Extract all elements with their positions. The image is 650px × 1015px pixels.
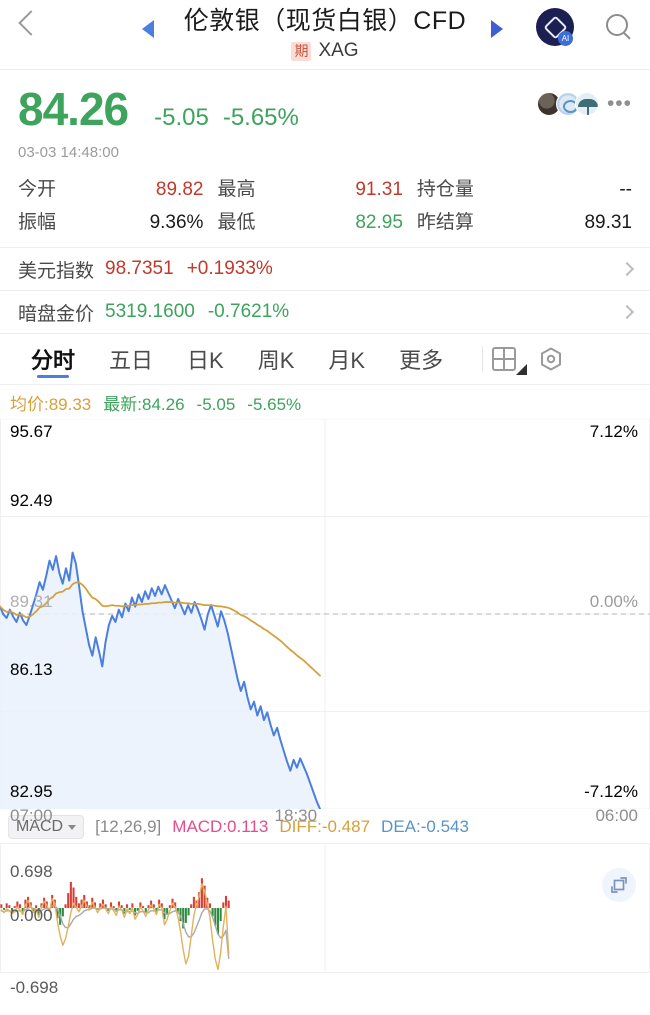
top-navigation-bar: 伦敦银（现货白银）CFD 期 XAG AI xyxy=(0,0,650,70)
stat-value: 89.82 xyxy=(155,179,204,200)
stat-cell: 最高 91.31 xyxy=(217,174,416,201)
macd-value: MACD:0.113 xyxy=(172,817,269,836)
y-axis-tick: 95.67 xyxy=(10,422,53,441)
stat-value: 9.36% xyxy=(149,212,204,233)
title-block: 伦敦银（现货白银）CFD 期 XAG xyxy=(0,0,650,62)
dea-value: DEA:-0.543 xyxy=(381,817,469,836)
tab-周K[interactable]: 周K xyxy=(257,348,295,373)
symbol-code: XAG xyxy=(318,40,359,61)
y-axis-tick-right: -7.12% xyxy=(584,782,638,801)
x-axis-tick: 06:00 xyxy=(595,806,638,825)
grid-layout-icon[interactable] xyxy=(492,347,517,371)
stat-label: 今开 xyxy=(18,179,57,200)
tab-日K[interactable]: 日K xyxy=(187,348,224,373)
stat-value: 89.31 xyxy=(584,212,632,233)
symbol-subtitle: 期 XAG xyxy=(0,40,650,62)
related-quote-row[interactable]: 美元指数 98.7351 +0.1933% xyxy=(0,247,650,290)
chevron-right-icon[interactable] xyxy=(619,304,635,320)
stat-cell: 最低 82.95 xyxy=(217,207,416,234)
price-change: -5.05 xyxy=(154,104,209,131)
stat-value: -- xyxy=(619,179,632,200)
triangle-right-icon[interactable] xyxy=(491,20,503,38)
stat-label: 最高 xyxy=(217,179,256,200)
divider xyxy=(482,346,484,372)
expand-icon[interactable] xyxy=(602,868,636,902)
x-axis-tick: 18:30 xyxy=(274,806,318,825)
chevron-down-icon xyxy=(68,824,77,830)
macd-chart[interactable] xyxy=(0,843,650,973)
related-quote-label: 美元指数 xyxy=(18,260,95,282)
macd-y-tick: 0.000 xyxy=(10,906,53,925)
last-price: 84.26 xyxy=(18,83,129,135)
related-quote-percent: +0.1933% xyxy=(186,258,273,279)
stat-cell: 昨结算 89.31 xyxy=(417,207,632,234)
futures-badge: 期 xyxy=(291,41,312,61)
related-quote-row[interactable]: 暗盘金价 5319.1600 -0.7621% xyxy=(0,290,650,333)
statistics-grid: 今开 89.82 最高 91.31 持仓量 -- 振幅 9.36% 最低 82.95 昨结算 89.3… xyxy=(0,169,650,247)
quote-summary: 84.26 -5.05 -5.65% 03-03 14:48:00 ••• xyxy=(0,70,650,169)
stat-cell: 持仓量 -- xyxy=(417,174,632,201)
legend-change-pct: -5.65% xyxy=(247,395,302,414)
macd-y-tick: -0.698 xyxy=(10,978,59,997)
more-caret-icon[interactable] xyxy=(516,364,527,375)
search-icon[interactable] xyxy=(606,14,628,36)
x-axis-tick: 07:00 xyxy=(10,806,53,825)
stat-value: 91.31 xyxy=(355,179,403,200)
stat-label: 昨结算 xyxy=(416,212,474,233)
chart-period-tabs: 分时 五日 日K 周K 月K 更多 xyxy=(0,333,650,385)
stat-row: 振幅 9.36% 最低 82.95 昨结算 89.31 xyxy=(18,204,632,237)
tab-五日[interactable]: 五日 xyxy=(109,348,154,373)
y-axis-tick: 92.49 xyxy=(10,491,53,510)
y-axis-tick-right: 7.12% xyxy=(589,422,638,441)
related-quote-value: 5319.1600 xyxy=(105,301,195,322)
ai-badge-label: AI xyxy=(558,31,573,46)
intraday-chart[interactable] xyxy=(0,419,650,809)
y-axis-tick-right: 0.00% xyxy=(589,592,638,611)
tab-分时[interactable]: 分时 xyxy=(14,334,92,384)
stat-cell: 振幅 9.36% xyxy=(18,207,217,234)
macd-params: [12,26,9] xyxy=(95,817,162,836)
tab-月K[interactable]: 月K xyxy=(328,348,366,373)
avatar-group[interactable]: ••• xyxy=(536,92,632,116)
price-row: 84.26 -5.05 -5.65% xyxy=(18,82,632,136)
triangle-left-icon[interactable] xyxy=(142,20,154,38)
related-quote-label: 暗盘金价 xyxy=(18,303,95,325)
related-quotes-list: 美元指数 98.7351 +0.1933% 暗盘金价 5319.1600 -0.7621% xyxy=(0,247,650,333)
related-quote-percent: -0.7621% xyxy=(207,301,290,322)
average-price-label: 均价:89.33 xyxy=(10,395,92,414)
x-axis-ticks: 07:00 18:30 06:00 xyxy=(0,806,650,826)
legend-change: -5.05 xyxy=(196,395,236,414)
avatar[interactable] xyxy=(574,92,599,116)
chevron-right-icon[interactable] xyxy=(619,261,635,277)
chart-legend: 均价:89.33 最新:84.26 -5.05 -5.65% xyxy=(0,385,650,419)
tab-更多[interactable]: 更多 xyxy=(399,348,444,373)
stat-label: 持仓量 xyxy=(416,179,474,200)
ellipsis-icon[interactable]: ••• xyxy=(606,92,632,115)
diff-value: DIFF:-0.487 xyxy=(279,817,371,836)
y-axis-tick: 82.95 xyxy=(10,782,53,801)
indicator-name: MACD xyxy=(16,818,64,835)
y-axis-tick: 89.31 xyxy=(10,592,53,611)
price-change-percent: -5.65% xyxy=(222,104,299,131)
stat-label: 振幅 xyxy=(18,212,57,233)
macd-y-tick: 0.698 xyxy=(10,862,53,881)
stat-cell: 今开 89.82 xyxy=(18,174,217,201)
macd-header: MACD [12,26,9] MACD:0.113 DIFF:-0.487 DE… xyxy=(0,809,650,843)
page-title: 伦敦银（现货白银）CFD xyxy=(183,7,467,35)
stat-row: 今开 89.82 最高 91.31 持仓量 -- xyxy=(18,171,632,204)
y-axis-tick: 86.13 xyxy=(10,660,53,679)
indicator-selector-button[interactable]: MACD xyxy=(8,815,85,839)
stat-label: 最低 xyxy=(217,212,256,233)
last-price-label: 最新:84.26 xyxy=(103,395,185,414)
stat-value: 82.95 xyxy=(355,212,403,233)
related-quote-value: 98.7351 xyxy=(105,258,174,279)
ai-assistant-icon[interactable]: AI xyxy=(536,8,574,46)
quote-timestamp: 03-03 14:48:00 xyxy=(18,144,119,161)
settings-hexagon-icon[interactable] xyxy=(538,346,564,372)
